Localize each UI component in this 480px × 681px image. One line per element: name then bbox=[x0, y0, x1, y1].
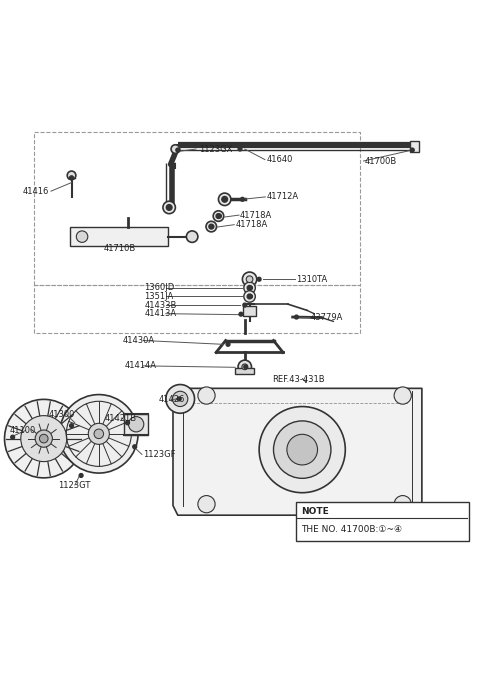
Circle shape bbox=[163, 201, 175, 214]
Circle shape bbox=[166, 204, 172, 210]
Text: 41421B: 41421B bbox=[105, 413, 137, 422]
Circle shape bbox=[76, 231, 88, 242]
Circle shape bbox=[70, 176, 73, 180]
Circle shape bbox=[218, 193, 231, 206]
Text: 1351JA: 1351JA bbox=[144, 292, 174, 301]
Circle shape bbox=[244, 291, 255, 302]
Circle shape bbox=[287, 434, 318, 465]
Circle shape bbox=[257, 277, 261, 281]
Circle shape bbox=[198, 496, 215, 513]
Circle shape bbox=[240, 197, 244, 201]
Bar bbox=[243, 306, 256, 315]
Text: 41718A: 41718A bbox=[235, 220, 267, 229]
Circle shape bbox=[244, 365, 248, 368]
Text: 41426: 41426 bbox=[158, 396, 185, 405]
Circle shape bbox=[176, 148, 180, 152]
Circle shape bbox=[172, 391, 188, 407]
Circle shape bbox=[249, 295, 252, 298]
Circle shape bbox=[171, 145, 180, 153]
Circle shape bbox=[186, 231, 198, 242]
Circle shape bbox=[177, 397, 181, 401]
Text: 41710B: 41710B bbox=[104, 244, 136, 253]
Circle shape bbox=[239, 313, 243, 316]
Circle shape bbox=[216, 214, 221, 219]
Circle shape bbox=[242, 272, 257, 287]
Text: 1123GT: 1123GT bbox=[58, 481, 91, 490]
Text: 41430A: 41430A bbox=[123, 336, 155, 345]
Bar bbox=[410, 142, 419, 152]
Text: NOTE: NOTE bbox=[301, 507, 329, 516]
Circle shape bbox=[166, 385, 194, 413]
Circle shape bbox=[35, 430, 52, 447]
Bar bbox=[235, 368, 254, 374]
Circle shape bbox=[60, 394, 138, 473]
Circle shape bbox=[238, 147, 242, 151]
Text: 41700B: 41700B bbox=[364, 157, 396, 165]
Text: 41300: 41300 bbox=[48, 410, 75, 419]
Circle shape bbox=[246, 276, 253, 283]
Text: 1360JD: 1360JD bbox=[144, 283, 175, 292]
Circle shape bbox=[129, 417, 144, 432]
Circle shape bbox=[222, 196, 228, 202]
Circle shape bbox=[410, 148, 414, 152]
FancyBboxPatch shape bbox=[296, 502, 469, 541]
Text: THE NO. 41700B:①~④: THE NO. 41700B:①~④ bbox=[301, 524, 402, 534]
Circle shape bbox=[247, 294, 252, 299]
Circle shape bbox=[21, 415, 67, 462]
Text: 41416: 41416 bbox=[22, 187, 48, 195]
Circle shape bbox=[274, 421, 331, 478]
Circle shape bbox=[206, 221, 216, 232]
Circle shape bbox=[394, 496, 411, 513]
Text: 41100: 41100 bbox=[9, 426, 36, 435]
Text: 43779A: 43779A bbox=[311, 313, 343, 321]
Circle shape bbox=[133, 445, 137, 449]
Circle shape bbox=[126, 421, 130, 425]
Circle shape bbox=[4, 399, 83, 478]
Circle shape bbox=[11, 435, 14, 439]
Circle shape bbox=[226, 343, 230, 346]
Circle shape bbox=[213, 211, 224, 221]
Bar bbox=[70, 227, 168, 247]
Circle shape bbox=[259, 407, 345, 492]
Circle shape bbox=[39, 434, 48, 443]
Polygon shape bbox=[173, 388, 422, 516]
Circle shape bbox=[94, 429, 104, 439]
Text: 41414A: 41414A bbox=[124, 362, 156, 370]
Text: 41712A: 41712A bbox=[266, 193, 299, 202]
Circle shape bbox=[67, 171, 76, 180]
Text: 41433B: 41433B bbox=[144, 300, 177, 310]
Text: 41718A: 41718A bbox=[240, 210, 272, 219]
Text: REF.43-431B: REF.43-431B bbox=[273, 375, 325, 384]
Circle shape bbox=[242, 364, 248, 370]
Text: 1123GX: 1123GX bbox=[199, 144, 233, 153]
Circle shape bbox=[210, 225, 214, 229]
Circle shape bbox=[238, 360, 252, 373]
Circle shape bbox=[198, 387, 215, 404]
Circle shape bbox=[70, 424, 73, 428]
Text: 41413A: 41413A bbox=[144, 309, 177, 318]
Circle shape bbox=[394, 387, 411, 404]
Circle shape bbox=[217, 214, 221, 218]
Text: 1123GF: 1123GF bbox=[144, 450, 176, 459]
Bar bbox=[124, 414, 148, 434]
Circle shape bbox=[243, 303, 247, 307]
Text: 1310TA: 1310TA bbox=[297, 274, 328, 284]
Circle shape bbox=[249, 286, 252, 290]
Circle shape bbox=[295, 315, 299, 319]
Circle shape bbox=[79, 473, 83, 477]
Circle shape bbox=[244, 282, 255, 294]
Circle shape bbox=[209, 224, 214, 229]
Text: 41640: 41640 bbox=[266, 155, 293, 164]
Circle shape bbox=[88, 424, 109, 445]
Circle shape bbox=[247, 285, 252, 290]
